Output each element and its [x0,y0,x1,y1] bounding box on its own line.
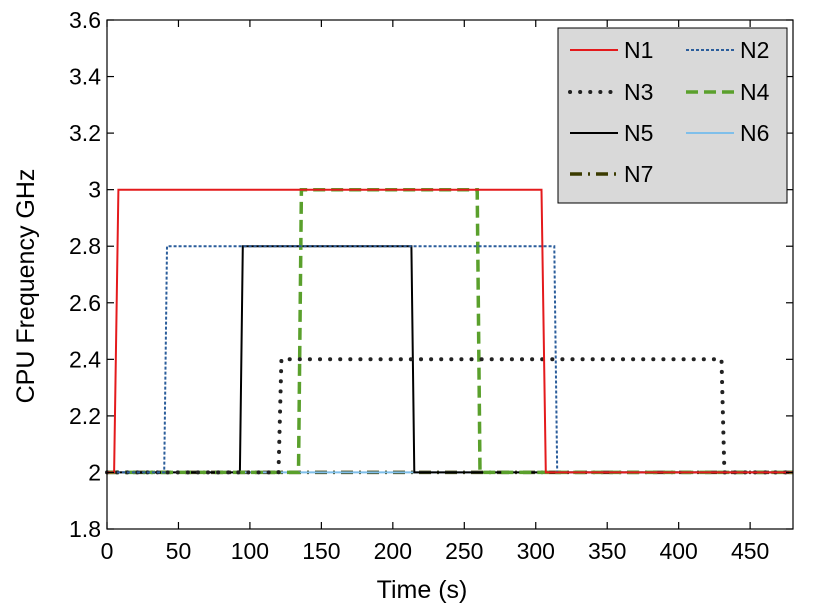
legend-label-n1: N1 [624,37,653,63]
x-tick-label: 350 [588,538,626,564]
y-tick-label: 3.2 [69,120,101,146]
y-tick-label: 2 [88,459,101,485]
legend-label-n2: N2 [740,37,769,63]
x-axis: 0 50 100 150 200 250 300 350 400 450 [101,20,769,564]
y-tick-label: 2.2 [69,403,101,429]
series-line-n3 [105,357,795,475]
y-axis: 1.8 2 2.2 2.4 2.6 2.8 3 3.2 3.4 3.6 [69,7,793,542]
legend-label-n3: N3 [624,79,653,105]
x-tick-label: 250 [445,538,483,564]
plot-frame [106,19,794,530]
legend-label-n7: N7 [624,161,653,187]
legend-label-n6: N6 [740,120,769,146]
y-tick-label: 3 [88,177,101,203]
legend-label-n5: N5 [624,120,653,146]
legend: N1 N2 N3 N4 N5 N6 N7 [557,27,788,204]
y-tick-label: 2.8 [69,233,101,259]
x-tick-label: 200 [374,538,412,564]
y-tick-label: 2.4 [69,346,101,372]
x-tick-label: 400 [659,538,697,564]
x-tick-label: 50 [166,538,192,564]
y-tick-label: 3.4 [69,64,101,90]
legend-label-n4: N4 [740,79,770,105]
x-tick-label: 100 [231,538,269,564]
x-tick-label: 300 [517,538,555,564]
series-line-n1 [107,188,793,474]
y-axis-title: CPU Frequency GHz [12,169,40,404]
plot-area [105,187,795,475]
x-tick-label: 150 [302,538,340,564]
series-line-n4 [107,187,793,475]
x-tick-label: 0 [101,538,114,564]
x-axis-title: Time (s) [377,576,468,604]
y-tick-label: 2.6 [69,290,101,316]
legend-entries: N1 N2 N3 N4 N5 N6 N7 [568,37,770,187]
y-tick-label: 3.6 [69,7,101,33]
x-tick-label: 450 [731,538,769,564]
y-tick-label: 1.8 [69,516,101,542]
